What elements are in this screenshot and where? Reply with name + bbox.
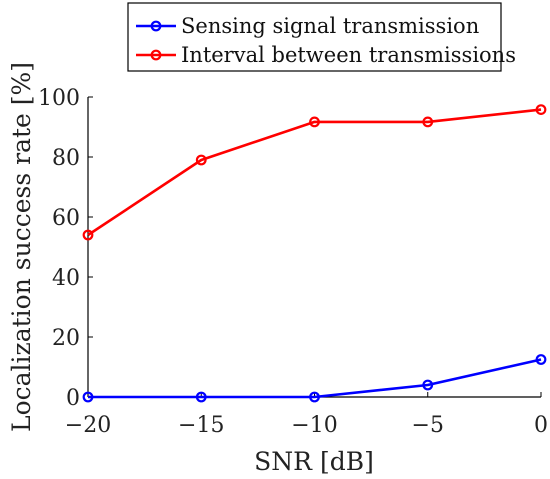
series-2: [82, 104, 547, 241]
y-tick-label: 80: [52, 146, 80, 171]
y-ticks: 0 20 40 60 80 100: [38, 86, 93, 411]
series-line: [87, 108, 542, 237]
series-line: [88, 358, 542, 399]
x-tick-label: −15: [178, 413, 224, 438]
y-tick-label: 100: [38, 86, 80, 111]
x-tick-label: −10: [291, 413, 337, 438]
y-tick-label: 0: [66, 386, 80, 411]
data-point: [309, 391, 320, 403]
series-1: [82, 354, 547, 403]
y-tick-label: 60: [52, 206, 80, 231]
x-tick-label: −20: [65, 413, 111, 438]
data-point: [309, 116, 320, 128]
legend-item: Interval between transmissions: [136, 43, 516, 67]
x-ticks: −20 −15 −10 −5 0: [65, 392, 548, 438]
data-point: [422, 116, 434, 128]
data-point: [422, 379, 434, 391]
data-point: [195, 154, 207, 166]
legend-label: Sensing signal transmission: [181, 14, 479, 38]
axes: [87, 97, 541, 398]
legend-label: Interval between transmissions: [181, 43, 516, 67]
legend-box: [127, 2, 502, 72]
data-point: [82, 391, 94, 403]
x-axis-title: SNR [dB]: [254, 447, 374, 476]
y-tick-label: 40: [52, 266, 80, 291]
y-axis-title: Localization success rate [%]: [7, 62, 36, 432]
legend: Sensing signal transmission Interval betw…: [127, 2, 516, 72]
data-point: [195, 391, 207, 403]
legend-item: Sensing signal transmission: [136, 14, 479, 38]
data-point: [535, 354, 547, 365]
series-layer: [82, 104, 547, 403]
x-tick-label: −5: [412, 413, 444, 438]
legend-marker: [150, 49, 162, 61]
y-tick-label: 20: [52, 326, 80, 351]
x-tick-label: 0: [534, 413, 548, 438]
legend-marker: [150, 20, 162, 32]
data-point: [535, 104, 547, 115]
data-point: [82, 229, 94, 241]
